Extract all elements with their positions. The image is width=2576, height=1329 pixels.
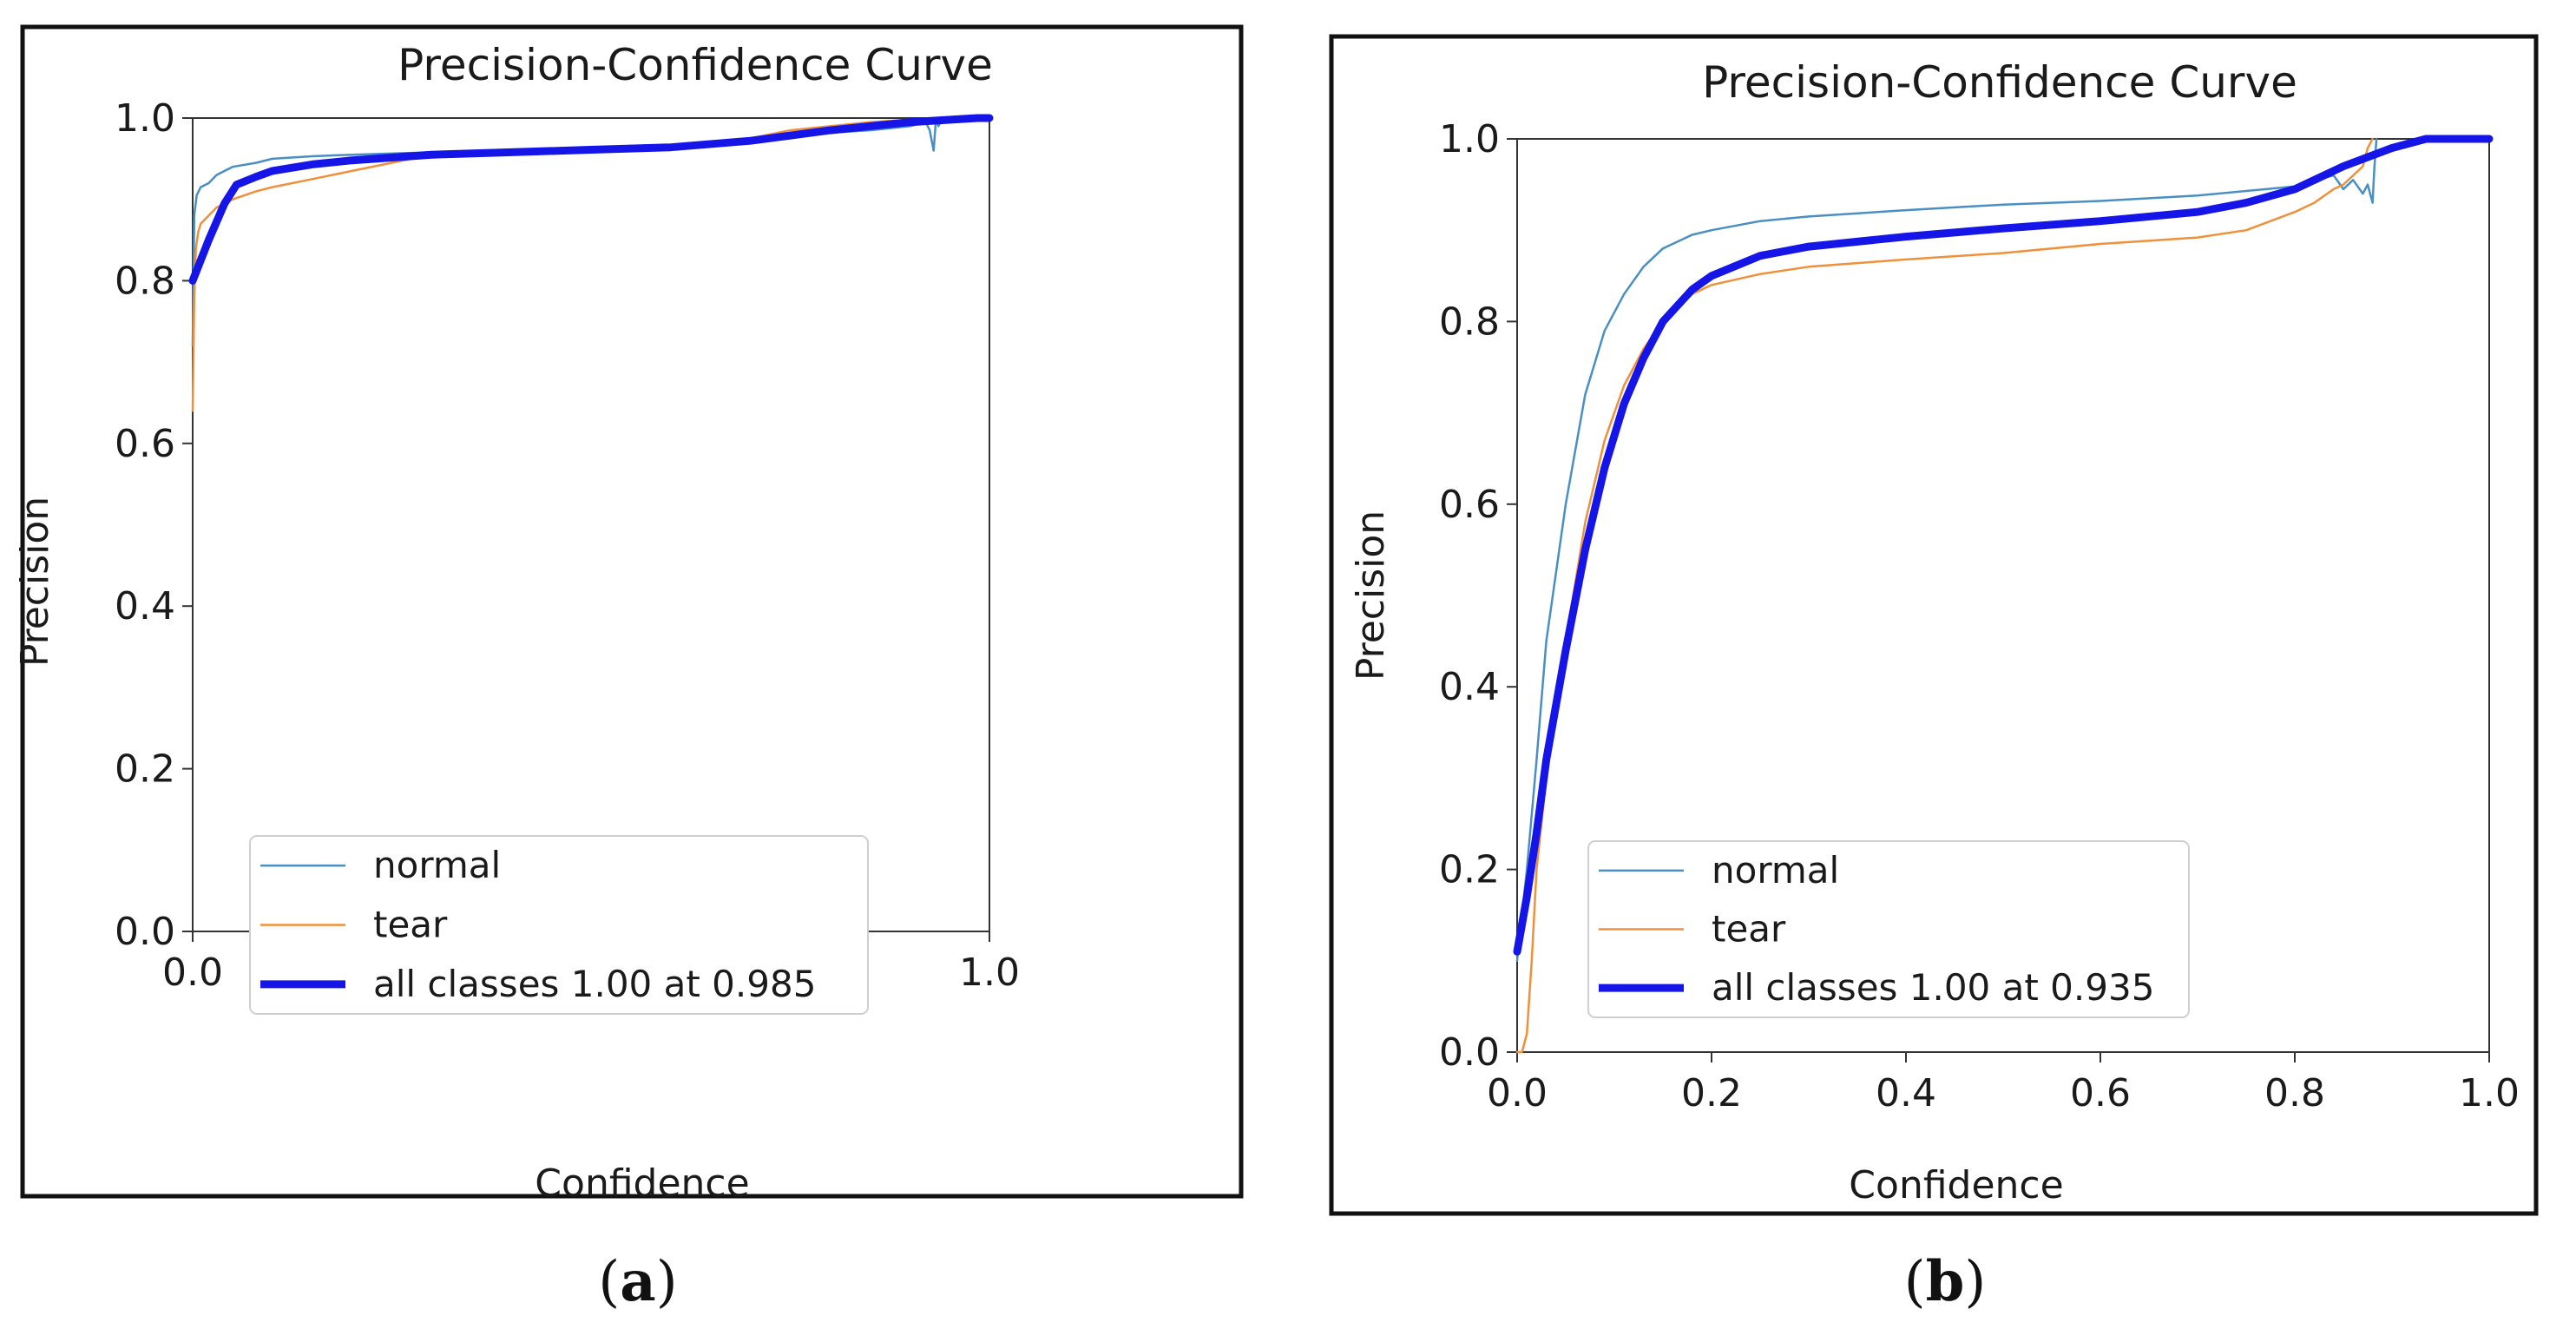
x-tick-label: 0.4	[1876, 1071, 1936, 1115]
y-axis-label: Precision	[13, 497, 57, 667]
plot-area	[192, 117, 990, 932]
y-tick-label: 0.0	[115, 910, 175, 954]
x-axis-label: Confidence	[1849, 1163, 2063, 1207]
legend-label: normal	[373, 844, 501, 886]
panel-frame	[1329, 34, 2539, 1216]
legend-label: tear	[373, 904, 448, 946]
x-tick-label: 0.8	[2264, 1071, 2325, 1115]
legend-box	[1587, 840, 2190, 1018]
panel-caption: (b)	[1904, 1249, 1987, 1314]
chart-title: Precision-Confidence Curve	[398, 40, 993, 90]
panel-frame	[20, 24, 1244, 1199]
y-tick-label: 1.0	[115, 96, 175, 141]
x-tick-label: 0.0	[162, 951, 223, 995]
series-line-all-classes	[1513, 135, 2494, 956]
legend: normal tear all classes 1.00 at 0.985	[249, 835, 869, 1015]
legend-label: all classes 1.00 at 0.985	[373, 963, 816, 1005]
panel-caption-letter: b	[1926, 1249, 1965, 1314]
x-tick-label: 1.0	[959, 951, 1020, 995]
x-axis-label: Confidence	[535, 1161, 749, 1206]
legend-label: all classes 1.00 at 0.935	[1712, 966, 2154, 1009]
x-tick-label: 0.6	[2070, 1071, 2131, 1115]
legend-label: tear	[1712, 908, 1786, 951]
x-tick-label: 1.0	[2459, 1071, 2520, 1115]
y-tick-label: 0.0	[1439, 1030, 1500, 1075]
series-line-tear	[191, 116, 991, 412]
y-tick-label: 1.0	[1439, 117, 1500, 161]
chart-panel-a: Precision-Confidence Curve 0.0 0.2 0.4 0.6 0.…	[13, 24, 1244, 1314]
series-line-normal	[1515, 137, 2378, 963]
x-tick-label: 0.2	[1681, 1071, 1742, 1115]
x-tick-label: 0.0	[1487, 1071, 1548, 1115]
y-tick-label: 0.2	[115, 747, 175, 792]
y-tick-label: 0.8	[1439, 299, 1500, 344]
legend-box	[249, 835, 869, 1015]
y-tick-label: 0.6	[1439, 483, 1500, 527]
chart-title: Precision-Confidence Curve	[1702, 57, 2297, 108]
legend: normal tear all classes 1.00 at 0.935	[1587, 840, 2190, 1018]
panel-caption: (a)	[598, 1249, 677, 1314]
y-tick-label: 0.4	[1439, 665, 1500, 709]
legend-label: normal	[1712, 849, 1839, 891]
y-tick-label: 0.8	[115, 259, 175, 303]
y-tick-label: 0.2	[1439, 848, 1500, 892]
chart-panel-b: Precision-Confidence Curve 0.0 0.2 0.4 0.6 0.…	[1329, 34, 2539, 1314]
y-tick-label: 0.6	[115, 422, 175, 466]
panel-caption-letter: a	[620, 1249, 655, 1314]
series-line-all-classes	[188, 114, 994, 285]
y-axis-label: Precision	[1349, 510, 1393, 681]
y-tick-label: 0.4	[115, 584, 175, 628]
